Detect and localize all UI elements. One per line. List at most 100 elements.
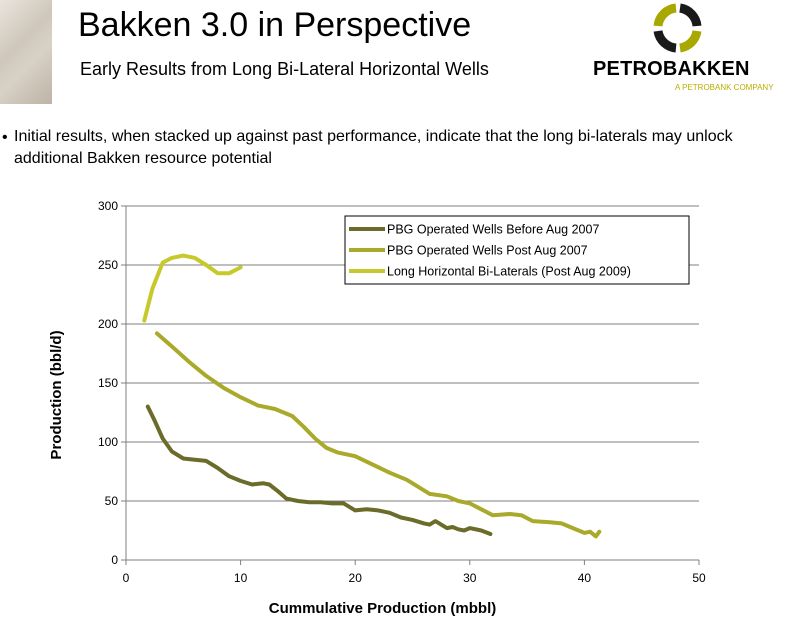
series-1-point <box>451 525 455 529</box>
series-line-2 <box>154 331 602 539</box>
series-1-point <box>193 458 197 462</box>
series-2-point <box>256 403 260 408</box>
series-1-point <box>227 474 231 478</box>
y-tick-label: 0 <box>111 553 118 567</box>
series-3-point <box>239 265 243 269</box>
legend-label: PBG Operated Wells Before Aug 2007 <box>387 223 599 237</box>
series-1-point <box>342 501 346 505</box>
series-1-point <box>376 508 380 513</box>
series-2-point <box>353 454 357 458</box>
series-1-point <box>468 526 472 530</box>
series-1-point <box>488 532 493 536</box>
series-2-point <box>491 513 495 517</box>
logo-arc-bottom-left <box>653 29 677 53</box>
series-3-point <box>161 261 165 265</box>
x-tick-label: 0 <box>123 571 130 585</box>
series-2-point <box>582 531 587 535</box>
bullet-marker: • <box>2 129 8 146</box>
series-1-point <box>181 456 185 461</box>
series-3-point <box>193 256 197 260</box>
series-1-point <box>296 499 300 503</box>
logo-wordmark: PETROBAKKEN <box>593 58 750 80</box>
series-2-point <box>456 499 460 503</box>
series-2-point <box>531 519 535 523</box>
y-axis-title: Production (bbl/d) <box>48 330 65 459</box>
series-2-point <box>387 471 392 475</box>
series-1-point <box>216 466 220 470</box>
series-1-point <box>170 449 174 454</box>
series-2-point <box>336 451 340 455</box>
logo-arc-top-right <box>678 3 702 27</box>
series-1-point <box>428 523 432 527</box>
series-2-point <box>559 521 564 526</box>
x-tick-label: 10 <box>234 571 248 585</box>
series-line-1 <box>145 404 493 536</box>
x-tick-label: 20 <box>349 571 363 585</box>
series-2-point <box>290 414 294 418</box>
series-2-point <box>479 507 483 511</box>
page-subtitle: Early Results from Long Bi-Lateral Horiz… <box>80 59 489 79</box>
y-tick-label: 250 <box>98 258 118 272</box>
series-1-point <box>365 507 369 511</box>
logo-tagline: A PETROBANK COMPANY <box>675 83 774 92</box>
x-axis-title: Cummulative Production (mbbl) <box>269 600 497 617</box>
y-tick-label: 50 <box>105 494 119 508</box>
series-2-point <box>405 478 409 482</box>
series-2-point <box>273 407 277 411</box>
series-1-point <box>422 521 426 526</box>
y-tick-label: 300 <box>98 199 118 213</box>
series-2-point <box>416 485 420 489</box>
series-1-point <box>261 481 266 485</box>
series-2-point <box>519 513 523 517</box>
page-title: Bakken 3.0 in Perspective <box>78 6 472 44</box>
series-3-point <box>204 263 208 267</box>
series-3-point <box>142 318 146 323</box>
series-1-point <box>410 518 415 522</box>
x-tick-label: 40 <box>578 571 592 585</box>
series-3-point <box>216 271 220 275</box>
series-2-point <box>588 530 592 534</box>
legend-label: Long Horizontal Bi-Laterals (Post Aug 20… <box>387 265 631 279</box>
series-1-point <box>399 515 403 520</box>
series-2-point <box>370 462 374 467</box>
corner-photo <box>0 0 52 104</box>
series-1-point <box>330 501 334 505</box>
series-1-point <box>250 482 254 487</box>
series-1-point <box>433 519 438 523</box>
series-2-point <box>170 344 174 349</box>
petrobakken-logo-icon <box>653 3 702 53</box>
series-1-point <box>276 489 281 494</box>
logo-arc-bottom-right <box>678 29 702 53</box>
series-1-point <box>456 527 460 531</box>
series-2-point <box>204 374 208 378</box>
series-1-point <box>267 482 271 487</box>
series-3-point <box>227 271 231 275</box>
series-2-point <box>155 331 159 336</box>
series-line-3 <box>142 253 243 323</box>
legend-label: PBG Operated Wells Post Aug 2007 <box>387 244 588 258</box>
series-1-point <box>387 511 392 515</box>
series-2-point <box>221 386 226 390</box>
series-2-point <box>324 446 329 450</box>
series-2-point <box>313 436 317 441</box>
series-2-point <box>468 501 472 505</box>
series-1-point <box>284 497 289 501</box>
series-1-point <box>479 528 483 533</box>
series-1-point <box>153 419 157 423</box>
series-2-point <box>187 360 191 364</box>
y-tick-label: 150 <box>98 376 118 390</box>
series-1-point <box>445 526 449 530</box>
series-2-point <box>445 494 449 498</box>
series-2-point <box>571 526 575 530</box>
legend-box <box>344 215 690 285</box>
bullet-text: Initial results, when stacked up against… <box>14 128 733 167</box>
series-2-point <box>428 492 432 496</box>
series-1-point <box>204 459 208 463</box>
logo-arc-top-left <box>653 3 677 27</box>
series-1-point <box>462 528 466 533</box>
y-tick-label: 200 <box>98 317 118 331</box>
series-2-point <box>597 530 601 534</box>
series-3-point <box>170 256 174 260</box>
series-1-point <box>239 479 243 483</box>
